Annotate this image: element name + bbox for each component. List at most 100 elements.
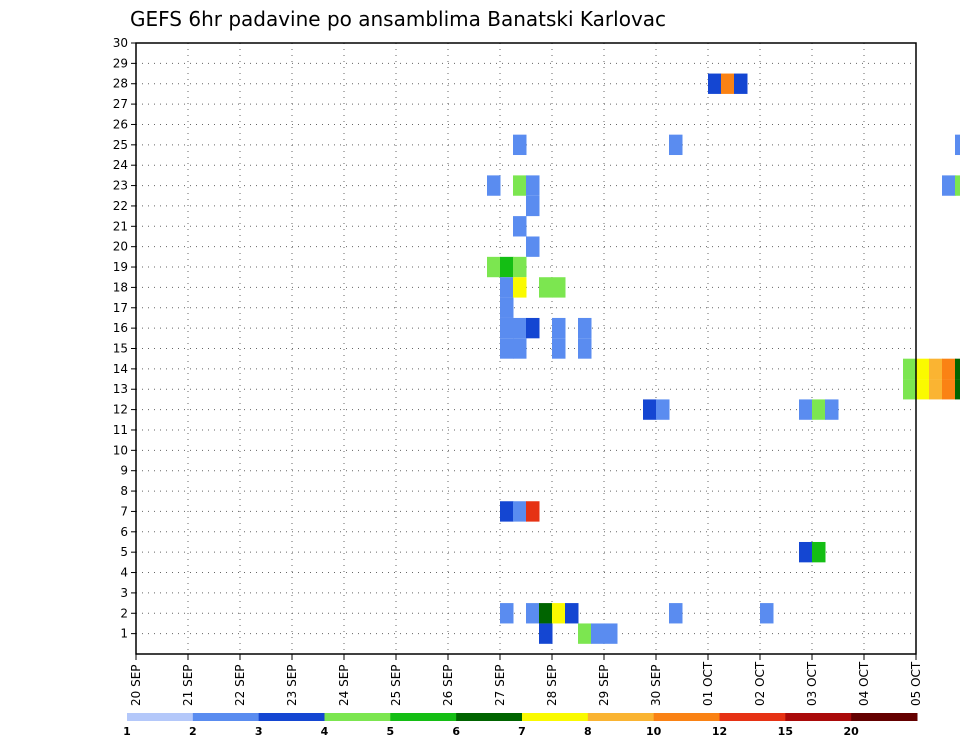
y-tick-label: 23 [113,179,128,193]
heatmap-cell [539,277,553,298]
legend-label: 3 [255,725,263,738]
legend-label: 15 [778,725,793,738]
heatmap-cell [721,73,735,94]
heatmap-cell [513,501,527,522]
heatmap-cell [500,297,514,318]
x-tick-label: 23 SEP [285,664,299,706]
heatmap-cell [513,134,527,156]
legend-swatch [192,713,260,721]
heatmap-cell [513,277,527,298]
legend-swatch [653,713,720,721]
y-tick-label: 26 [113,117,128,131]
heatmap-cell [513,216,527,237]
plot-frame [135,42,917,655]
y-tick-label: 5 [120,545,128,559]
x-tick-label: 21 SEP [181,664,195,706]
legend-swatch [324,713,391,721]
heatmap-cell [500,338,514,359]
y-tick-label: 18 [113,280,128,294]
heatmap-cell [526,236,540,257]
heatmap-cell [955,358,960,380]
heatmap-cell [799,399,813,420]
y-tick-label: 3 [120,586,128,600]
x-tick-label: 20 SEP [129,664,143,706]
heatmap-cell [799,541,813,563]
x-axis: 20 SEP 21 SEP 22 SEP 23 SEP 24 SEP 25 SEP 26 S… [129,654,923,706]
heatmap-cell [526,603,540,624]
heatmap-cell [929,379,943,400]
heatmap-cell [565,603,579,624]
y-tick-label: 8 [120,484,128,498]
heatmap-cell [942,358,956,380]
heatmap-cell [929,358,943,380]
y-tick-label: 22 [113,199,128,213]
y-tick-label: 24 [113,158,128,172]
y-tick-label: 21 [113,219,128,233]
heatmap-cell [552,277,566,298]
heatmap-cell [578,317,592,339]
color-legend: 1 2 3 4 5 6 7 8 10 12 15 20 [123,713,918,738]
legend-label: 8 [584,725,592,738]
y-tick-label: 11 [113,423,128,437]
heatmap-cell [500,317,514,339]
legend-swatch [127,713,194,721]
legend-swatch [258,713,325,721]
heatmap-cell [526,501,540,522]
heatmap-cell [487,256,501,278]
y-tick-label: 1 [120,627,128,641]
legend-swatch [719,713,786,721]
y-axis: 1234567891011121314151617181920212223242… [113,36,136,641]
y-tick-label: 13 [113,382,128,396]
heatmap-cell [500,277,514,298]
heatmap-cell [903,358,917,380]
heatmap-cell [552,317,566,339]
heatmap-cell [708,73,722,94]
y-tick-label: 16 [113,321,128,335]
heatmap-cell [552,603,566,624]
heatmap-cell [513,317,527,339]
x-tick-label: 05 OCT [909,661,923,706]
legend-label: 12 [712,725,727,738]
y-tick-label: 27 [113,97,128,111]
heatmap-cell [955,379,960,400]
heatmap-cell [734,73,748,94]
heatmap-cell [916,358,930,380]
legend-label: 20 [844,725,860,738]
heatmap-cell [903,379,917,400]
y-tick-label: 29 [113,56,128,70]
heatmap-cell [513,175,527,196]
y-tick-label: 12 [113,403,128,417]
x-tick-label: 04 OCT [857,661,871,706]
y-tick-label: 10 [113,443,128,457]
legend-swatch [390,713,457,721]
heatmap-cell [643,399,657,420]
legend-label: 4 [321,725,329,738]
heatmap-cell [487,175,501,196]
y-tick-label: 28 [113,77,128,91]
heatmap-cell [526,175,540,196]
y-tick-label: 7 [120,504,128,518]
x-tick-label: 30 SEP [649,664,663,706]
heatmap-cell [591,623,605,644]
legend-swatch [456,713,523,721]
y-tick-label: 30 [113,36,128,50]
heatmap-cell [539,623,553,644]
y-tick-label: 15 [113,342,128,356]
heatmap-cell [916,379,930,400]
heatmap-cell [669,603,683,624]
heatmap-cell [656,399,670,420]
legend-swatch [851,713,918,721]
chart-title: GEFS 6hr padavine po ansamblima Banatski… [130,7,666,31]
legend-label: 6 [452,725,460,738]
heatmap-cell [500,256,514,278]
heatmap-cell [500,603,514,624]
x-tick-label: 25 SEP [389,664,403,706]
heatmap-cell [604,623,618,644]
heatmap-cell [955,134,960,156]
x-tick-label: 28 SEP [545,664,559,706]
y-tick-label: 9 [120,464,128,478]
legend-label: 7 [518,725,526,738]
heatmap-cell [669,134,683,156]
x-tick-label: 24 SEP [337,664,351,706]
legend-label: 1 [123,725,131,738]
